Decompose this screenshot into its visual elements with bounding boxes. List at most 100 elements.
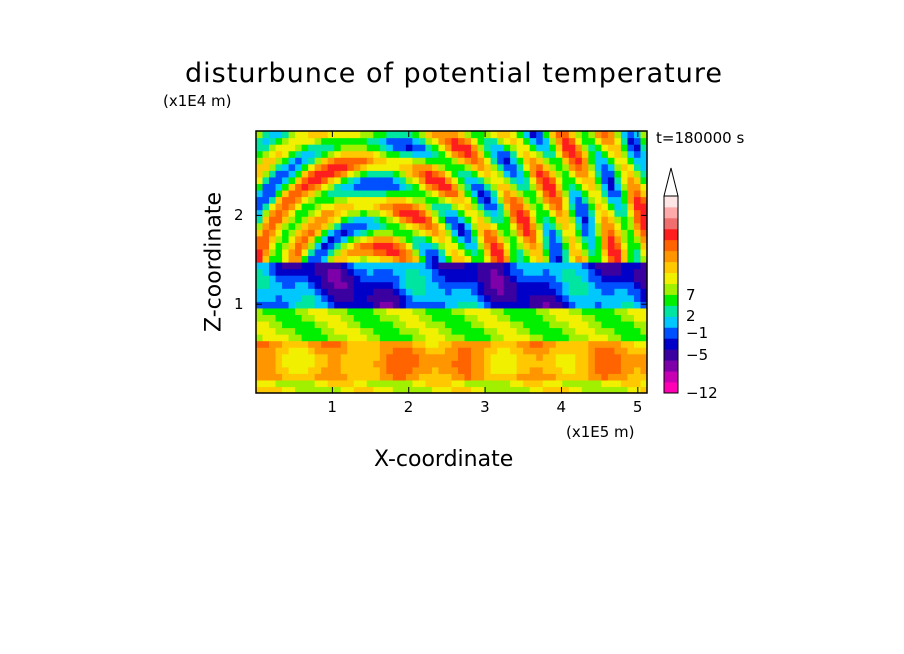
field-cell bbox=[562, 275, 570, 283]
field-cell bbox=[334, 347, 342, 355]
field-cell bbox=[562, 268, 570, 276]
field-cell bbox=[464, 229, 472, 237]
field-cell bbox=[256, 222, 264, 230]
field-cell bbox=[640, 386, 647, 393]
field-cell bbox=[301, 209, 309, 217]
field-cell bbox=[523, 288, 531, 296]
field-cell bbox=[497, 320, 505, 329]
field-cell bbox=[503, 235, 511, 243]
field-cell bbox=[471, 353, 479, 361]
field-cell bbox=[275, 386, 283, 393]
field-cell bbox=[490, 209, 498, 217]
field-cell bbox=[633, 248, 642, 257]
field-cell bbox=[275, 176, 283, 184]
field-cell bbox=[405, 189, 413, 198]
field-cell bbox=[529, 229, 537, 237]
field-cell bbox=[327, 353, 335, 361]
field-cell bbox=[418, 366, 427, 374]
field-cell bbox=[431, 327, 440, 335]
field-cell bbox=[405, 379, 413, 388]
field-cell bbox=[568, 144, 576, 152]
field-cell bbox=[458, 150, 466, 158]
field-cell bbox=[477, 189, 485, 198]
field-cell bbox=[275, 150, 283, 158]
field-cell bbox=[412, 242, 420, 250]
field-cell bbox=[451, 183, 459, 191]
field-cell bbox=[633, 203, 642, 211]
colorbar-segment bbox=[664, 327, 678, 339]
field-cell bbox=[412, 301, 420, 309]
field-cell bbox=[379, 150, 387, 158]
field-cell bbox=[594, 373, 602, 381]
field-cell bbox=[269, 242, 277, 250]
colorbar-segment bbox=[664, 338, 678, 350]
field-cell bbox=[529, 301, 537, 309]
field-cell bbox=[347, 373, 355, 381]
field-cell bbox=[262, 170, 270, 178]
field-cell bbox=[256, 131, 264, 139]
field-cell bbox=[438, 268, 446, 276]
field-cell bbox=[308, 262, 316, 270]
field-cell bbox=[256, 314, 264, 322]
field-cell bbox=[451, 242, 459, 250]
field-cell bbox=[321, 248, 329, 257]
field-cell bbox=[516, 229, 524, 237]
field-cell bbox=[360, 281, 368, 289]
field-cell bbox=[360, 170, 368, 178]
field-cell bbox=[588, 216, 596, 224]
field-cell bbox=[347, 281, 355, 289]
field-cell bbox=[497, 281, 505, 289]
field-cell bbox=[555, 373, 563, 381]
field-cell bbox=[510, 301, 518, 309]
field-cell bbox=[269, 301, 277, 309]
field-cell bbox=[620, 275, 629, 283]
field-cell bbox=[549, 327, 557, 335]
field-cell bbox=[340, 301, 348, 309]
field-cell bbox=[327, 347, 335, 355]
field-cell bbox=[633, 307, 642, 315]
field-cell bbox=[412, 255, 420, 263]
field-cell bbox=[386, 203, 394, 211]
field-cell bbox=[627, 131, 635, 139]
field-cell bbox=[425, 379, 433, 388]
field-cell bbox=[464, 196, 472, 204]
field-cell bbox=[282, 268, 290, 276]
field-cell bbox=[562, 209, 570, 217]
field-cell bbox=[562, 163, 570, 171]
field-cell bbox=[471, 268, 479, 276]
field-cell bbox=[588, 386, 596, 393]
field-cell bbox=[386, 248, 394, 257]
field-cell bbox=[438, 347, 446, 355]
field-cell bbox=[412, 327, 420, 335]
field-cell bbox=[412, 209, 420, 217]
field-cell bbox=[301, 314, 309, 322]
field-cell bbox=[373, 176, 381, 184]
field-cell bbox=[542, 170, 550, 178]
field-cell bbox=[269, 229, 277, 237]
field-cell bbox=[282, 203, 290, 211]
field-cell bbox=[282, 314, 290, 322]
field-cell bbox=[581, 386, 589, 393]
field-cell bbox=[451, 163, 459, 171]
field-cell bbox=[503, 275, 511, 283]
field-cell bbox=[418, 307, 427, 315]
field-cell bbox=[308, 360, 316, 368]
field-cell bbox=[555, 314, 563, 322]
field-cell bbox=[353, 196, 361, 204]
field-cell bbox=[523, 320, 531, 329]
field-cell bbox=[510, 268, 518, 276]
field-cell bbox=[575, 170, 583, 178]
field-cell bbox=[386, 196, 394, 204]
field-cell bbox=[353, 170, 361, 178]
field-cell bbox=[347, 262, 355, 270]
field-cell bbox=[399, 307, 407, 315]
field-cell bbox=[529, 366, 537, 374]
field-cell bbox=[418, 235, 427, 243]
field-cell bbox=[353, 353, 361, 361]
field-cell bbox=[477, 170, 485, 178]
field-cell bbox=[405, 366, 413, 374]
field-cell bbox=[295, 360, 303, 368]
field-cell bbox=[458, 262, 466, 270]
field-cell bbox=[321, 183, 329, 191]
field-cell bbox=[327, 170, 335, 178]
